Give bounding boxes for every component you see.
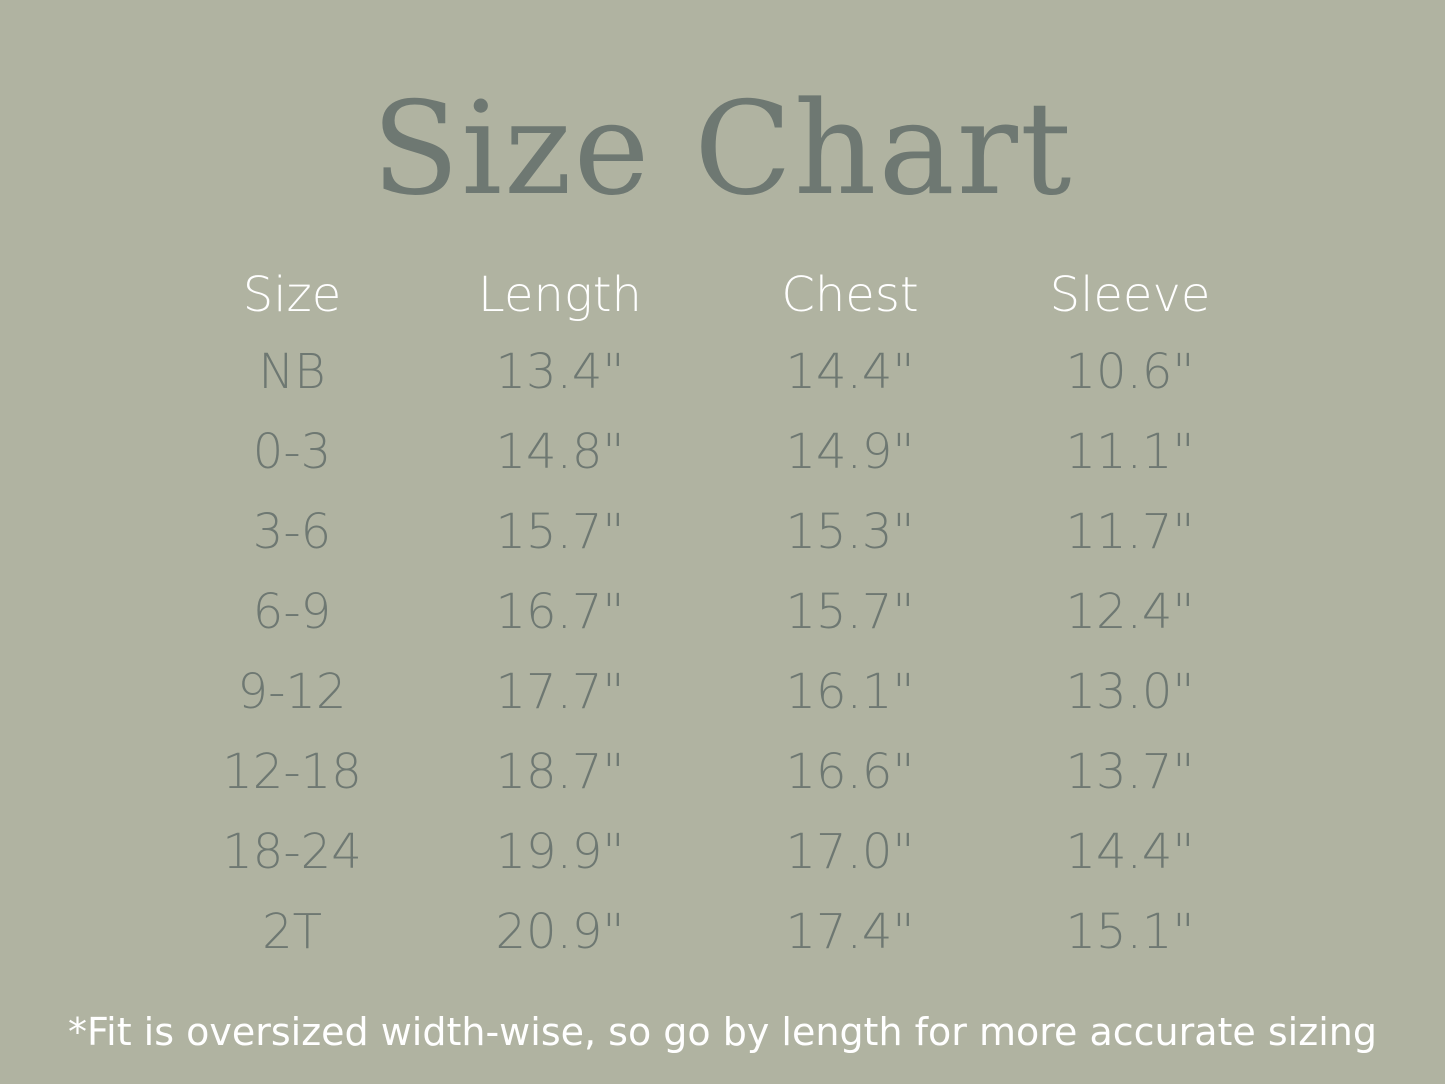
cell-chest: 15.7" [785,584,915,640]
table-row: 18-24 19.9" 17.0" 14.4" [0,812,1445,892]
cell-sleeve: 11.7" [1065,504,1195,560]
table-row: 9-12 17.7" 16.1" 13.0" [0,652,1445,732]
table-row: 0-3 14.8" 14.9" 11.1" [0,412,1445,492]
cell-size: 12-18 [222,744,362,800]
table-row: 3-6 15.7" 15.3" 11.7" [0,492,1445,572]
cell-size: 6-9 [252,584,332,640]
cell-length: 18.7" [495,744,625,800]
cell-chest: 14.9" [785,424,915,480]
cell-size: 0-3 [252,424,332,480]
footnote: *Fit is oversized width-wise, so go by l… [68,1010,1377,1054]
cell-sleeve: 12.4" [1065,584,1195,640]
cell-sleeve: 14.4" [1065,824,1195,880]
cell-length: 20.9" [495,904,625,960]
cell-size: NB [258,344,326,400]
header-length: Length [478,267,642,323]
table-row: NB 13.4" 14.4" 10.6" [0,332,1445,412]
cell-length: 17.7" [495,664,625,720]
cell-chest: 17.4" [785,904,915,960]
cell-size: 18-24 [222,824,362,880]
cell-sleeve: 13.7" [1065,744,1195,800]
table-row: 12-18 18.7" 16.6" 13.7" [0,732,1445,812]
cell-chest: 16.6" [785,744,915,800]
table-row: 2T 20.9" 17.4" 15.1" [0,892,1445,972]
cell-chest: 17.0" [785,824,915,880]
table-header: Size Length Chest Sleeve [0,255,1445,335]
header-sleeve: Sleeve [1049,267,1211,323]
cell-sleeve: 10.6" [1065,344,1195,400]
cell-sleeve: 11.1" [1065,424,1195,480]
cell-length: 13.4" [495,344,625,400]
header-chest: Chest [781,267,919,323]
cell-length: 16.7" [495,584,625,640]
cell-size: 3-6 [252,504,332,560]
table-row: 6-9 16.7" 15.7" 12.4" [0,572,1445,652]
header-size: Size [242,267,342,323]
cell-size: 9-12 [237,664,347,720]
cell-sleeve: 15.1" [1065,904,1195,960]
cell-length: 15.7" [495,504,625,560]
cell-chest: 15.3" [785,504,915,560]
cell-chest: 14.4" [785,344,915,400]
page-title: Size Chart [371,75,1074,224]
cell-length: 19.9" [495,824,625,880]
cell-chest: 16.1" [785,664,915,720]
cell-size: 2T [262,904,322,960]
cell-sleeve: 13.0" [1065,664,1195,720]
cell-length: 14.8" [495,424,625,480]
